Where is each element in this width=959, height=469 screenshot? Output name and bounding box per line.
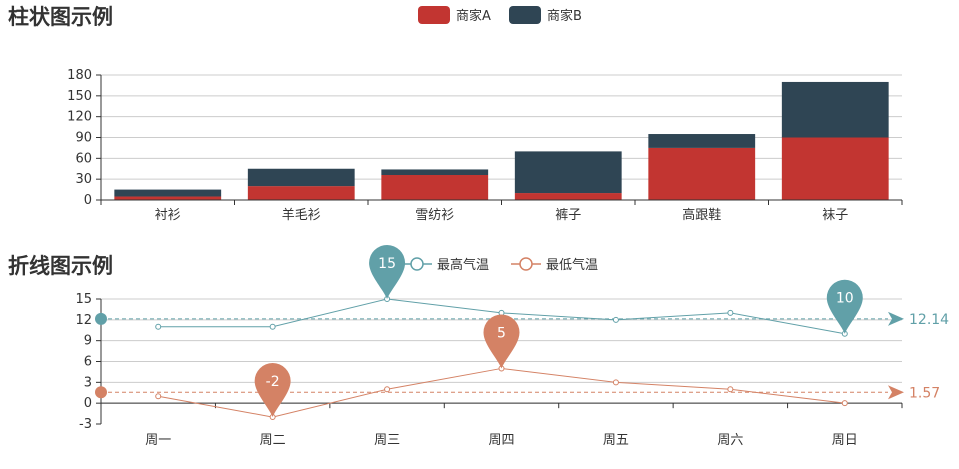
average-start-marker-low-temp <box>95 386 107 399</box>
min-pin-high-temp: 10 <box>826 279 863 334</box>
line-legend[interactable]: 最高气温 最低气温 <box>402 257 598 273</box>
bar-y-tick-label: 180 <box>67 68 92 83</box>
bar-y-axis: 0 30 60 90 120 150 180 <box>67 68 102 208</box>
min-pin-low-temp: -2 <box>254 363 291 418</box>
bar-series-b <box>648 134 756 148</box>
bar-x-tick-label: 高跟鞋 <box>682 207 721 223</box>
bar-x-tick-label: 雪纺衫 <box>415 208 454 223</box>
min-pin-low-temp-shape <box>254 363 291 418</box>
bar-gridlines <box>101 74 902 180</box>
bar-x-tick-label: 袜子 <box>822 208 848 223</box>
bar-y-tick-label: 120 <box>67 110 92 125</box>
bar-chart-title: 柱状图示例 <box>8 5 113 29</box>
bar-y-tick-label: 60 <box>75 151 92 166</box>
legend-item-series-b[interactable]: 商家B <box>509 6 582 24</box>
line-y-axis: -3 0 3 6 9 12 15 <box>75 292 102 432</box>
bar-series-b <box>114 189 222 197</box>
data-point-low-temp <box>841 400 848 407</box>
legend-swatch-series-b <box>509 6 541 24</box>
line-chart: 折线图示例 最高气温 最低气温 -303691215 周一 周二 周三 周四 周五 周六周… <box>8 245 949 448</box>
bar-series-a <box>247 186 355 200</box>
bar-series-a <box>648 147 756 200</box>
min-pin-low-temp-label: -2 <box>266 374 280 390</box>
line-y-tick-label: 15 <box>75 292 92 307</box>
bar-series-b <box>514 151 622 194</box>
bar-series-b <box>781 81 889 138</box>
bar-series-a <box>781 137 889 200</box>
legend-label-series-b: 商家B <box>547 8 582 24</box>
bar-x-tick-label: 衬衫 <box>155 208 181 223</box>
data-point-high-temp <box>727 309 734 316</box>
bar-x-tick-label: 羊毛衫 <box>282 207 321 223</box>
line-x-tick-label: 周三 <box>374 433 400 448</box>
max-pin-low-temp-shape <box>483 314 520 369</box>
legend-item-series-a[interactable]: 商家A <box>418 6 491 24</box>
line-x-tick-label: 周日 <box>832 433 858 448</box>
extreme-value-pins: 15 10 5 -2 <box>254 245 863 418</box>
bar-marks <box>114 81 889 200</box>
line-y-tick-label: 12 <box>75 313 92 328</box>
max-pin-low-temp: 5 <box>483 314 520 369</box>
data-point-high-temp <box>269 323 276 330</box>
line-y-tick-label: 9 <box>84 334 92 349</box>
average-arrow-high-temp <box>888 311 904 326</box>
bar-x-tick-label: 裤子 <box>555 208 581 223</box>
average-label-high-temp: 12.14 <box>909 312 949 328</box>
line-x-tick-label: 周四 <box>488 433 514 448</box>
line-y-tick-label: 3 <box>84 375 92 390</box>
data-point-low-temp <box>384 386 391 393</box>
legend-label-series-a: 商家A <box>456 8 491 24</box>
min-pin-high-temp-shape <box>826 279 863 334</box>
legend-marker-high-temp <box>410 257 424 271</box>
max-pin-high-temp-shape <box>369 245 406 299</box>
line-x-tick-label: 周六 <box>717 433 743 448</box>
line-y-tick-label: 0 <box>84 396 92 411</box>
data-point-low-temp <box>727 386 734 393</box>
legend-label-low-temp: 最低气温 <box>546 257 598 273</box>
line-x-tick-label: 周一 <box>145 433 171 448</box>
data-point-low-temp <box>612 379 619 386</box>
bar-y-tick-label: 0 <box>84 193 92 208</box>
average-start-marker-high-temp <box>95 312 107 325</box>
max-pin-high-temp: 15 <box>369 245 406 299</box>
bar-y-tick-label: 30 <box>75 172 92 187</box>
line-chart-title: 折线图示例 <box>8 254 113 278</box>
average-label-low-temp: 1.57 <box>909 385 940 401</box>
line-y-tick-label: 6 <box>84 355 92 370</box>
legend-swatch-series-a <box>418 6 450 24</box>
bar-series-a <box>514 193 622 200</box>
min-pin-high-temp-label: 10 <box>836 291 854 307</box>
bar-legend[interactable]: 商家A 商家B <box>418 6 582 24</box>
legend-label-high-temp: 最高气温 <box>437 257 489 273</box>
bar-x-axis: 衬衫 羊毛衫 雪纺衫 裤子 高跟鞋 袜子 <box>100 199 903 223</box>
average-arrow-low-temp <box>888 385 904 400</box>
bar-series-a <box>114 196 222 200</box>
data-point-high-temp <box>155 323 162 330</box>
max-pin-low-temp-label: 5 <box>497 325 506 341</box>
line-y-tick-label: -3 <box>79 417 92 432</box>
average-lines: 12.14 1.57 <box>95 311 949 401</box>
bar-chart: 柱状图示例 商家A 商家B 0 30 60 90 120 150 180 衬衫 羊毛衫 雪纺衫 裤… <box>8 5 903 223</box>
bar-y-tick-label: 90 <box>75 131 92 146</box>
bar-series-b <box>247 168 355 187</box>
bar-series-b <box>381 169 489 175</box>
bar-y-tick-label: 150 <box>67 89 92 104</box>
line-x-axis: 周一 周二 周三 周四 周五 周六 周日 <box>100 402 903 448</box>
data-point-low-temp <box>155 393 162 400</box>
legend-item-high-temp[interactable]: 最高气温 <box>402 257 489 273</box>
data-point-high-temp <box>612 316 619 323</box>
legend-marker-low-temp <box>519 257 533 271</box>
line-x-tick-label: 周二 <box>260 433 286 448</box>
legend-item-low-temp[interactable]: 最低气温 <box>511 257 598 273</box>
max-pin-high-temp-label: 15 <box>378 256 396 272</box>
bar-series-a <box>381 175 489 200</box>
line-x-tick-label: 周五 <box>603 433 629 448</box>
